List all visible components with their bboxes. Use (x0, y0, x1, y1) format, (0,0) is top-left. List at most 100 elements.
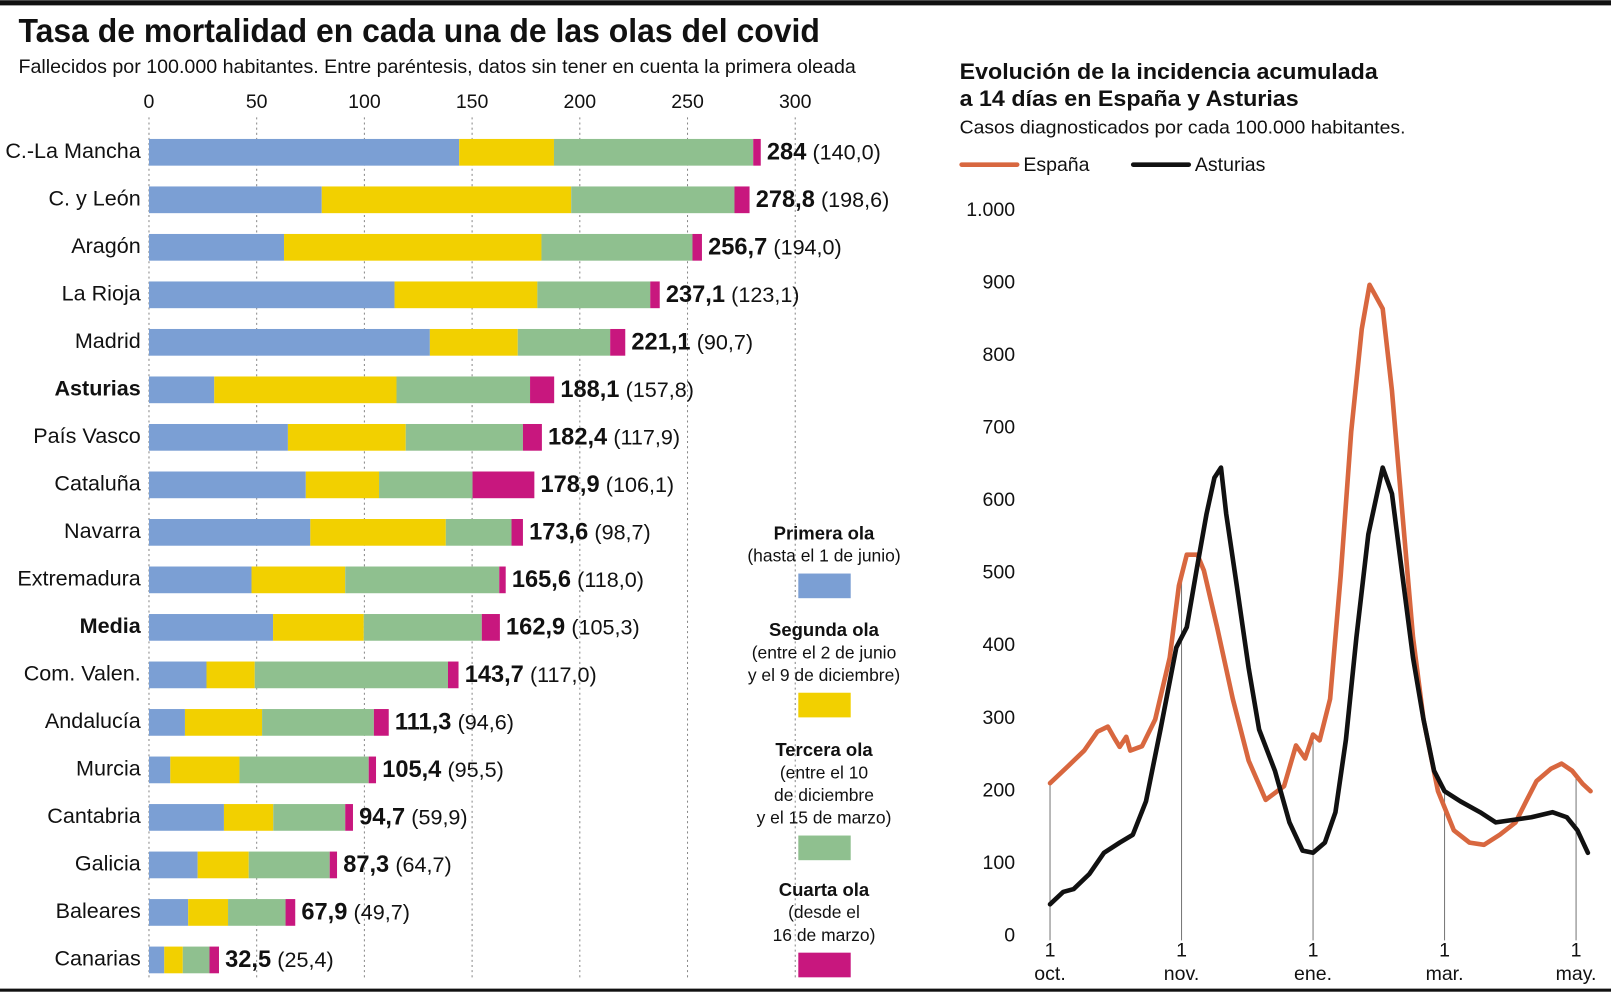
value-label: 143,7 (117,0) (465, 662, 597, 689)
excl-first-wave-label: (105,3) (571, 614, 639, 639)
bar-segment (273, 804, 346, 831)
bottom-rule (0, 988, 1611, 992)
bar-segment (273, 614, 364, 641)
category-label: Murcia (76, 756, 141, 781)
category-label: Aragón (71, 233, 141, 258)
bar-segment (148, 376, 215, 404)
bar-segment (164, 946, 183, 974)
category-label: C. y León (48, 186, 140, 211)
legend-swatch (798, 573, 851, 599)
bar-segment (197, 851, 249, 879)
bar-segment (184, 709, 263, 736)
bar-segment (206, 661, 255, 689)
category-label: Com. Valen. (24, 661, 141, 686)
total-label: 105,4 (382, 757, 442, 783)
legend-description: (hasta el 1 de junio) (747, 546, 900, 566)
bar-segment (254, 661, 448, 689)
bar-segment (445, 519, 512, 546)
bar-segment (571, 186, 735, 214)
bar-segment (379, 471, 473, 499)
total-label: 182,4 (548, 425, 608, 451)
total-label: 256,7 (708, 235, 767, 261)
bar-segment (345, 566, 500, 594)
top-rule (0, 0, 1611, 6)
line-series (1047, 465, 1591, 907)
excl-first-wave-label: (64,7) (395, 852, 451, 877)
x-tick-label: 1 mar. (1426, 940, 1464, 985)
legend-description: y el 15 de marzo) (757, 808, 892, 828)
total-label: 178,9 (541, 472, 600, 498)
bar-segment (148, 328, 430, 356)
bar-segment (248, 851, 330, 879)
bar-segment (610, 328, 626, 356)
bar-segment (345, 804, 353, 831)
label-line: 1 (1045, 940, 1056, 962)
bar-segment (517, 328, 611, 356)
bar-segment (188, 899, 229, 926)
label-line: 1 (1176, 940, 1187, 962)
total-label: 278,8 (756, 187, 815, 213)
bar-segment (148, 138, 460, 166)
chart-subtitle: Casos diagnosticados por cada 100.000 ha… (960, 117, 1406, 138)
bar-segment (209, 946, 219, 974)
x-tick-label: 200 (564, 91, 597, 113)
total-label: 87,3 (343, 852, 389, 878)
bar-segment (429, 328, 518, 356)
x-tick-label: 1 oct. (1034, 940, 1065, 985)
value-label: 32,5 (25,4) (225, 947, 333, 974)
bar-segment (287, 423, 406, 451)
chart-title: Tasa de mortalidad en cada una de las ol… (18, 12, 819, 49)
legend-label: Cuarta ola (779, 879, 870, 900)
bar-segment (148, 899, 189, 926)
bar-segment (405, 423, 523, 451)
total-label: 67,9 (301, 900, 347, 926)
chart-subtitle: Fallecidos por 100.000 habitantes. Entre… (18, 56, 855, 78)
label-line: 1 (1308, 940, 1319, 962)
bar-segment (753, 138, 761, 166)
category-label: Canarias (54, 946, 140, 971)
value-label: 256,7 (194,0) (708, 234, 842, 261)
bar-segment (368, 756, 377, 784)
category-label: Andalucía (45, 708, 141, 733)
label-line: nov. (1164, 963, 1199, 985)
line-series (1047, 282, 1593, 848)
bar-segment (148, 756, 171, 784)
bar-segment (530, 376, 555, 404)
excl-first-wave-label: (106,1) (606, 472, 674, 497)
total-label: 162,9 (506, 615, 565, 641)
bar-segment (511, 519, 523, 546)
y-tick-label: 800 (983, 344, 1016, 366)
x-tick-label: 150 (456, 91, 489, 113)
x-tick-label: 300 (779, 91, 812, 113)
excl-first-wave-label: (198,6) (821, 187, 889, 212)
y-tick-label: 100 (983, 852, 1016, 874)
bar-segment (148, 946, 165, 974)
y-tick-label: 0 (1004, 924, 1015, 946)
category-label: La Rioja (62, 281, 141, 306)
excl-first-wave-label: (117,0) (530, 662, 597, 687)
legend-label: Asturias (1195, 154, 1266, 176)
x-tick-label: 100 (348, 91, 381, 113)
bar-segment (148, 709, 185, 736)
bar-segment (537, 281, 651, 309)
label-line: ene. (1294, 963, 1332, 985)
total-label: 143,7 (465, 662, 524, 688)
bar-segment (239, 756, 369, 784)
total-label: 32,5 (225, 947, 271, 973)
value-label: 221,1 (90,7) (631, 329, 753, 356)
bar-segment (228, 899, 286, 926)
y-tick-label: 300 (983, 707, 1016, 729)
bar-segment (223, 804, 274, 831)
bar-segment (692, 233, 702, 261)
legend-description: 16 de marzo) (773, 925, 876, 945)
bar-segment (148, 519, 311, 546)
bar-segment (148, 804, 224, 831)
value-label: 87,3 (64,7) (343, 852, 451, 879)
legend-description: (desde el (788, 902, 860, 922)
category-label: Cantabria (47, 803, 141, 828)
bar-segment (329, 851, 338, 879)
value-label: 173,6 (98,7) (529, 519, 651, 546)
bar-segment (394, 281, 538, 309)
category-label: Cataluña (54, 471, 140, 496)
